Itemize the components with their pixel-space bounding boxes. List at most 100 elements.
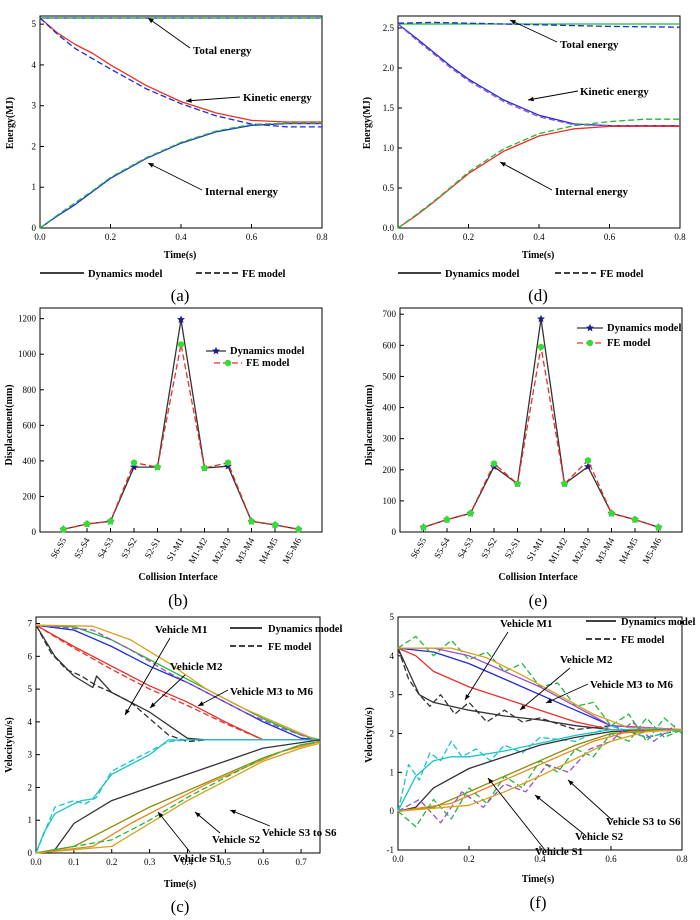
f-arrow-s2-shaft [534, 794, 586, 836]
c-xlabel: Time(s) [164, 879, 197, 890]
c-arrow-m2-shaft [149, 674, 186, 709]
f-arrow-m1-head [465, 694, 470, 700]
f-arrow-m3m6-head [546, 698, 552, 703]
b-dot-marker [271, 521, 279, 529]
f-ytick-label: 5 [390, 612, 395, 622]
f-ylabel: Velocity(m/s) [364, 707, 375, 763]
e-xtick-label: M3-M4 [594, 536, 617, 566]
e-xtick-label: S2-S1 [503, 536, 523, 560]
c-legend-fe: FE model [268, 642, 312, 653]
c-xtick-label: 0.1 [68, 857, 79, 867]
d-arrow-kinetic [527, 90, 579, 102]
c-ylabel: Velocity(m/s) [4, 717, 15, 773]
a-xtick-label: 0.6 [246, 232, 258, 242]
b-xtick-label: S2-S1 [143, 536, 163, 560]
c-annotation-m1: Vehicle M1 [155, 624, 207, 636]
f-legend-fe: FE model [621, 635, 665, 646]
a-ytick-label: 2 [32, 141, 37, 151]
d-arrow-internal-shaft [499, 161, 553, 191]
a-xtick-label: 0.0 [34, 232, 46, 242]
a-ytick-label: 0 [32, 223, 37, 233]
d-ytick-label: 0.0 [383, 223, 395, 233]
e-dot-marker [655, 524, 662, 531]
c-series-0 [35, 624, 320, 741]
f-arrow-m2-head [520, 704, 526, 710]
f-arrow-m1 [464, 631, 509, 701]
e-caption: (e) [529, 591, 548, 610]
f-arrow-m3m6-shaft [545, 683, 589, 704]
f-annotation-m2: Vehicle M2 [560, 654, 613, 666]
a-legend-fe: FE model [242, 269, 286, 280]
e-xtick-label: S3-S2 [479, 536, 499, 560]
f-series-14 [397, 728, 683, 812]
d-xtick-label: 0.4 [533, 232, 545, 242]
e-dot-marker [467, 510, 474, 517]
e-xtick-label: S1-M1 [525, 536, 546, 563]
f-ytick-label: 2 [390, 729, 395, 739]
c-arrow-s3s6-head [230, 809, 236, 815]
f-ytick-label: -1 [387, 845, 395, 855]
b-dot-marker [83, 520, 91, 528]
b-dot-marker [248, 518, 255, 525]
e-ytick-label: 200 [383, 465, 397, 475]
e-xtick-label: S4-S3 [456, 536, 476, 560]
b-dot-marker [107, 518, 114, 525]
e-dot-marker [608, 510, 615, 517]
a-arrow-total [147, 17, 191, 49]
f-annotation-m3m6: Vehicle M3 to M6 [590, 679, 673, 691]
b-ytick-label: 0 [32, 527, 37, 537]
f-annotation-s3s6: Vehicle S3 to S6 [606, 816, 681, 828]
b-dot-marker [224, 459, 232, 466]
e-ylabel: Displacement(mm) [364, 384, 375, 465]
e-ytick-label: 700 [383, 309, 397, 319]
b-xtick-label: M4-M5 [257, 536, 280, 566]
d-series-3 [397, 23, 680, 127]
a-arrow-kinetic-shaft [185, 96, 241, 102]
c-arrow-s3s6 [229, 809, 271, 827]
d-ytick-label: 2.0 [383, 63, 395, 73]
a-ytick-label: 5 [32, 19, 37, 29]
c-xtick-label: 0.5 [220, 857, 232, 867]
d-xtick-label: 0.8 [674, 232, 686, 242]
c-caption: (c) [171, 897, 190, 916]
e-ytick-label: 100 [383, 496, 397, 506]
c-arrow-m1-shaft [124, 637, 171, 716]
f-xtick-label: 0.2 [463, 854, 474, 864]
f-series-12 [397, 717, 683, 828]
f-arrow-s2 [534, 794, 586, 836]
d-caption: (d) [528, 286, 548, 305]
f-series-0 [397, 647, 682, 731]
b-caption: (b) [168, 591, 188, 610]
a-annotation-total: Total energy [193, 45, 252, 57]
d-ytick-label: 0.5 [383, 183, 395, 193]
c-ytick-label: 0 [28, 848, 33, 858]
e-legend-dynamics: Dynamics model [607, 323, 681, 334]
f-arrow-s1 [487, 777, 546, 851]
f-ytick-label: 4 [390, 651, 395, 661]
d-arrow-total [509, 19, 558, 43]
a-xtick-label: 0.8 [316, 232, 328, 242]
f-series-2 [397, 647, 682, 731]
d-ytick-label: 1.0 [383, 143, 395, 153]
b-star-marker [177, 315, 185, 323]
c-xtick-label: 0.3 [144, 857, 156, 867]
a-xtick-label: 0.2 [105, 232, 116, 242]
a-arrow-internal-shaft [147, 162, 203, 191]
e-xtick-label: M5-M6 [641, 536, 664, 566]
b-ytick-label: 400 [23, 456, 37, 466]
c-arrow-m1-head [125, 709, 130, 715]
b-ytick-label: 200 [23, 491, 37, 501]
c-plot-frame [35, 616, 321, 854]
c-arrow-m3m6-head [198, 701, 204, 706]
d-xlabel: Time(s) [522, 250, 555, 261]
c-annotation-s2: Vehicle S2 [212, 834, 261, 846]
f-series-5 [398, 647, 683, 731]
b-ytick-label: 800 [23, 385, 37, 395]
panel-e: Collision Interface Displacement(mm) Dyn… [364, 323, 681, 610]
b-legend-dynamics: Dynamics model [230, 346, 304, 357]
e-ytick-label: 500 [383, 371, 397, 381]
c-ytick-label: 3 [28, 750, 33, 760]
c-arrow-s1-shaft [157, 811, 191, 853]
c-ytick-label: 1 [28, 815, 33, 825]
b-dot-marker [201, 464, 208, 472]
